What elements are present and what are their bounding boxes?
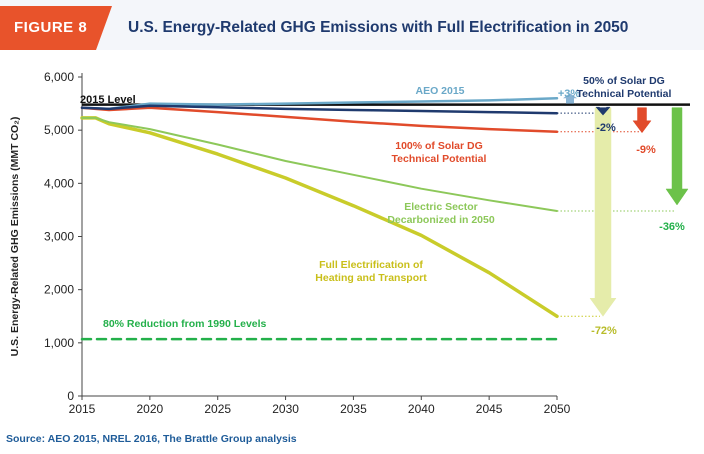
y-tick-label: 1,000: [44, 336, 74, 350]
y-axis-title: U.S. Energy-Related GHG Emissions (MMT C…: [9, 117, 21, 357]
change-arrow-solar50: [595, 106, 611, 116]
change-arrow-aeo: [563, 93, 577, 104]
change-arrow-solar100: [632, 107, 652, 134]
label-solar50-line2: Technical Potential: [577, 88, 672, 100]
y-tick-label: 4,000: [44, 176, 74, 190]
y-tick-label: 3,000: [44, 230, 74, 244]
label-aeo: AEO 2015: [415, 85, 464, 97]
x-tick-label: 2015: [69, 402, 96, 416]
change-label-solar100: -9%: [636, 144, 656, 156]
x-tick-label: 2050: [544, 402, 571, 416]
figure-header: FIGURE 8 U.S. Energy-Related GHG Emissio…: [0, 0, 704, 50]
change-label-aeo: +3%: [558, 88, 581, 100]
label-fullelec-line1: Full Electrification of: [319, 259, 423, 271]
x-tick-label: 2025: [204, 402, 231, 416]
series-line: [81, 116, 558, 212]
y-tick-label: 2,000: [44, 283, 74, 297]
label-electric-line2: Decarbonized in 2050: [387, 214, 495, 226]
label-solar100-line1: 100% of Solar DG: [395, 140, 483, 152]
change-arrow-fullelec: [589, 107, 617, 317]
x-tick-label: 2030: [272, 402, 299, 416]
source-note: Source: AEO 2015, NREL 2016, The Brattle…: [6, 433, 297, 445]
x-tick-label: 2045: [476, 402, 503, 416]
change-label-solar50: -2%: [596, 122, 616, 134]
change-label-fullelec: -72%: [591, 325, 617, 337]
y-tick-label: 0: [67, 389, 74, 403]
x-tick-label: 2020: [137, 402, 164, 416]
y-tick-label: 6,000: [44, 70, 74, 84]
label-fullelec-line2: Heating and Transport: [315, 272, 427, 284]
label-solar100-line2: Technical Potential: [392, 153, 487, 165]
label-electric-line1: Electric Sector: [404, 201, 478, 213]
level-2015-label: 2015 Level: [80, 94, 136, 106]
figure-label: FIGURE 8: [14, 19, 88, 36]
change-arrow-electric: [665, 107, 689, 206]
label-solar50-line1: 50% of Solar DG: [583, 75, 665, 87]
chart-area: 0 1,000 2,000 3,000 4,000 5,000 6,000 2015 2020 2…: [9, 70, 690, 416]
series-line: [80, 106, 559, 134]
y-tick-label: 5,000: [44, 123, 74, 137]
chart-title: U.S. Energy-Related GHG Emissions with F…: [128, 19, 629, 36]
change-label-electric: -36%: [659, 221, 685, 233]
series-line: [80, 104, 559, 115]
x-tick-label: 2040: [408, 402, 435, 416]
x-tick-label: 2035: [340, 402, 367, 416]
figure-tab: [0, 6, 112, 50]
label-reduction80: 80% Reduction from 1990 Levels: [103, 318, 267, 330]
